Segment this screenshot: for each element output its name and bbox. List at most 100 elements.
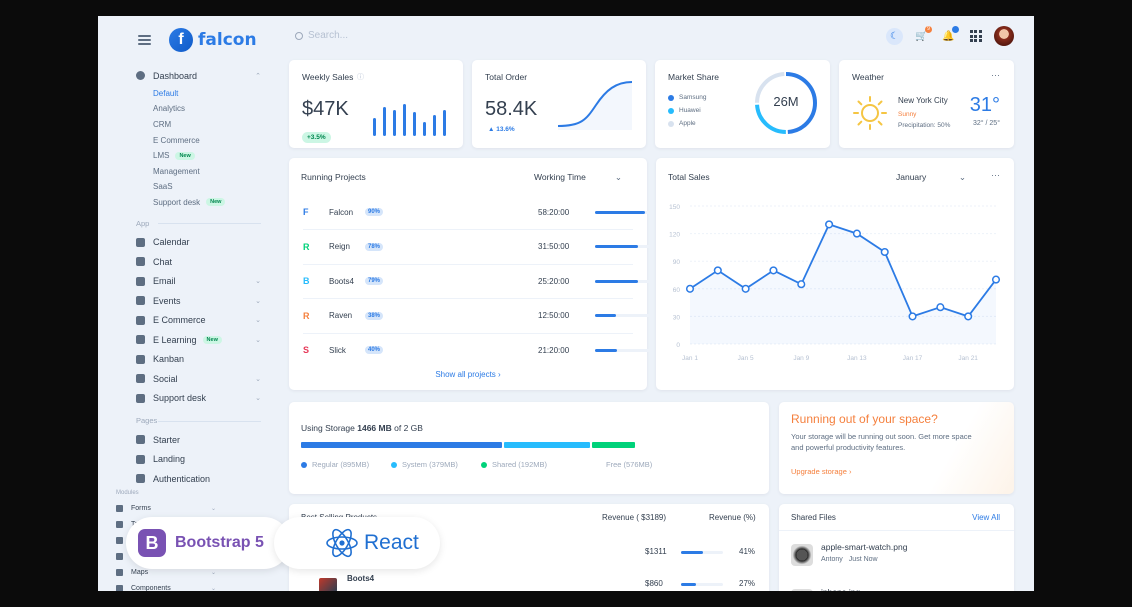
moon-icon[interactable]: ☾ (886, 27, 903, 45)
sidebar-item-label: E Learning (153, 334, 197, 345)
sidebar-item[interactable]: Authentication (136, 469, 261, 489)
sidebar-subitem[interactable]: Support desk New (136, 195, 261, 211)
data-point[interactable] (713, 266, 722, 275)
upgrade-storage-link[interactable]: Upgrade storage › (791, 467, 852, 476)
legend-label: Huawei (679, 107, 701, 114)
file-author: Antony (821, 556, 843, 563)
sidebar-item[interactable]: Social ⌄ (136, 369, 261, 389)
sidebar-item[interactable]: Email ⌄ (136, 271, 261, 291)
data-point[interactable] (797, 280, 806, 289)
sidebar: f falcon Dashboard ⌃ Default Analytics CRM… (98, 16, 283, 591)
legend-dot (668, 107, 674, 114)
project-row[interactable]: R Raven 38% 12:50:00 (303, 306, 650, 326)
divider (303, 263, 633, 265)
apps-grid-icon[interactable] (967, 28, 984, 45)
sidebar-subitem[interactable]: LMS New (136, 148, 261, 164)
nav-icon (136, 454, 145, 464)
data-point[interactable] (991, 275, 1001, 284)
sidebar-item[interactable]: Kanban (136, 349, 261, 369)
logo-text: falcon (198, 30, 257, 50)
nav-icon (136, 335, 145, 344)
sidebar-subitem[interactable]: SaaS (136, 179, 261, 195)
sidebar-module-item[interactable]: Forms ⌄ (116, 500, 216, 516)
divider (303, 298, 633, 299)
sidebar-subitem[interactable]: CRM (136, 117, 261, 133)
sidebar-module-item[interactable]: Maps ⌄ (116, 564, 216, 580)
search-input[interactable]: Search... (308, 30, 349, 41)
file-thumbnail (791, 589, 813, 591)
sidebar-item[interactable]: Landing (136, 449, 261, 469)
nav-icon (136, 296, 145, 305)
market-share-center: 26M (773, 94, 799, 109)
more-icon[interactable]: ··· (991, 170, 1000, 180)
data-point[interactable] (741, 284, 750, 293)
sidebar-subitem[interactable]: Analytics (136, 101, 261, 117)
avatar[interactable] (994, 26, 1014, 46)
project-row[interactable]: B Boots4 79% 25:20:00 (303, 271, 650, 291)
month-select[interactable]: January ⌄ (896, 172, 966, 183)
product-row[interactable]: Boots4 $860 27% (289, 574, 769, 591)
sidebar-item[interactable]: E Learning New ⌄ (136, 330, 261, 350)
view-all-link[interactable]: View All (972, 513, 1000, 522)
working-time-select[interactable]: Working Time ⌄ (534, 172, 634, 183)
data-point[interactable] (825, 220, 834, 229)
data-point[interactable] (880, 247, 889, 257)
sidebar-item[interactable]: Events ⌄ (136, 291, 261, 311)
project-row[interactable]: S Slick 40% 21:20:00 (303, 340, 650, 360)
cart-badge: 9 (925, 25, 932, 33)
y-tick-label: 60 (673, 287, 681, 294)
file-row[interactable]: iphone.jpg (791, 585, 1002, 591)
bell-icon[interactable]: 🔔 (940, 25, 959, 45)
sidebar-subitem[interactable]: Management (136, 163, 261, 179)
section-label-modules: Modules (116, 490, 139, 496)
data-point[interactable] (936, 303, 945, 312)
project-progress-fill (595, 245, 638, 248)
data-point[interactable] (908, 312, 917, 321)
react-badge: React (274, 517, 440, 569)
data-point[interactable] (685, 284, 695, 293)
x-tick-label: Jan 1 (682, 355, 698, 362)
more-icon[interactable]: ··· (991, 70, 1000, 80)
react-label: React (364, 531, 419, 554)
cart-icon[interactable]: 🛒 9 (913, 25, 932, 45)
menu-toggle-icon[interactable] (138, 35, 151, 45)
nav-icon (136, 315, 145, 325)
nav-icon (116, 552, 123, 560)
nav-icon (136, 435, 145, 444)
sidebar-item[interactable]: Starter (136, 430, 261, 450)
sidebar-item-label: Events (153, 295, 181, 306)
project-progress-fill (595, 348, 617, 352)
project-row[interactable]: F Falcon 90% 58:20:00 (303, 202, 650, 222)
project-name: Slick (329, 345, 346, 355)
sidebar-module-item[interactable]: Components ⌄ (116, 580, 216, 591)
sidebar-subitem[interactable]: E Commerce (136, 132, 261, 148)
data-point[interactable] (769, 266, 778, 275)
weekly-sales-change: +3.5% (302, 132, 331, 143)
show-all-projects-link[interactable]: Show all projects › (435, 370, 501, 379)
total-order-change-row: ▲ 13.6% (488, 126, 515, 133)
weather-temp: 31° (969, 94, 1000, 116)
data-point[interactable] (852, 229, 861, 238)
legend-item: Apple (668, 117, 706, 130)
search-box[interactable]: Search... (295, 30, 348, 41)
sidebar-item[interactable]: E Commerce ⌄ (136, 310, 261, 330)
file-row[interactable]: apple-smart-watch.png Antony Just Now (791, 540, 1002, 576)
project-row[interactable]: R Reign 78% 31:50:00 (303, 237, 650, 257)
info-icon[interactable]: ⓘ (357, 74, 364, 81)
sidebar-item-dashboard[interactable]: Dashboard ⌃ (136, 66, 261, 86)
sidebar-item[interactable]: Calendar (136, 232, 261, 252)
project-avatar: R (303, 310, 310, 321)
sidebar-item[interactable]: Chat (136, 252, 261, 272)
storage-segment (504, 442, 590, 448)
weekly-sales-bar (443, 110, 446, 136)
project-percent: 38% (365, 311, 384, 320)
sidebar-item[interactable]: Support desk ⌄ (136, 388, 261, 408)
data-point[interactable] (964, 312, 973, 321)
bootstrap-badge: B Bootstrap 5 (126, 517, 290, 569)
app-menu: Calendar Chat Email ⌄ Events ⌄ E Commerce ⌄ E Le… (136, 232, 261, 408)
storage-legend-label: Regular (895MB) (312, 460, 370, 469)
logo[interactable]: f falcon (169, 28, 257, 52)
donut-slice (755, 72, 817, 134)
sidebar-subitem[interactable]: Default (136, 86, 261, 102)
